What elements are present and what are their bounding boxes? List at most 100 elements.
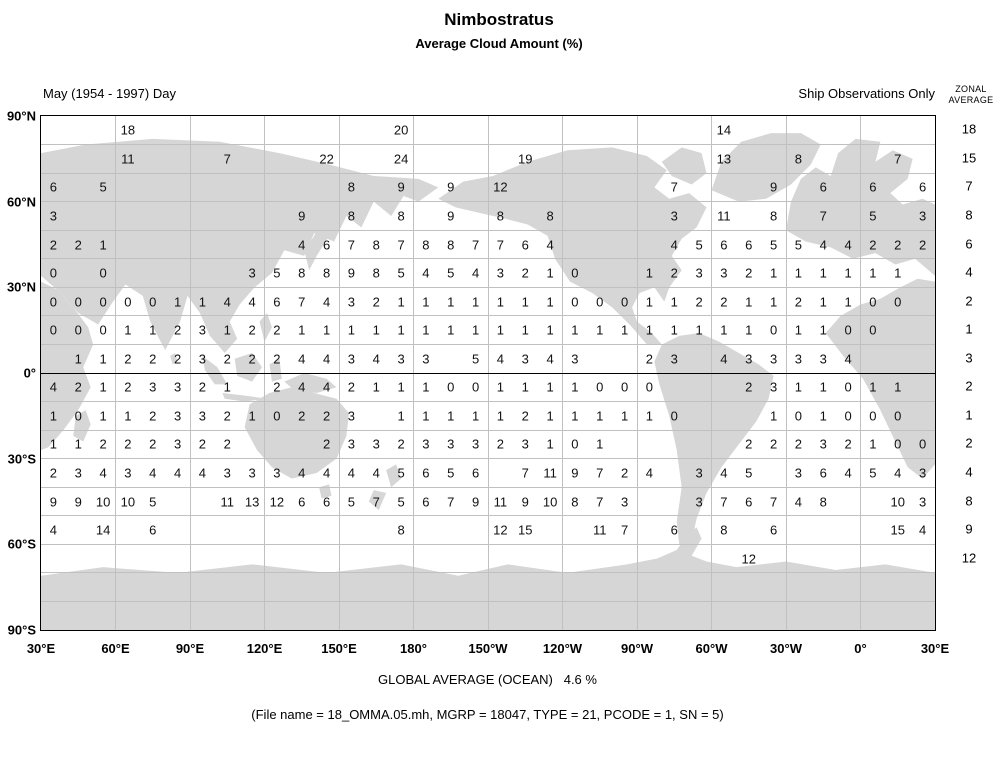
cloud-amount-value: 1 [645, 265, 654, 281]
cloud-amount-value: 8 [720, 522, 728, 538]
cloud-amount-value: 1 [397, 379, 405, 395]
latitude-gridline [41, 172, 935, 174]
cloud-amount-value: 1 [74, 436, 82, 452]
cloud-amount-value: 7 [521, 465, 529, 481]
cloud-amount-value: 0 [869, 408, 877, 424]
cloud-amount-value: 7 [769, 494, 778, 509]
cloud-amount-value: 8 [422, 237, 430, 252]
cloud-amount-value: 1 [869, 436, 877, 452]
cloud-amount-value: 1 [819, 265, 827, 281]
cloud-amount-value: 1 [546, 265, 554, 281]
cloud-amount-value: 3 [347, 436, 356, 452]
cloud-amount-value: 3 [173, 436, 182, 452]
cloud-amount-value: 1 [546, 379, 554, 395]
cloud-amount-value: 3 [173, 408, 182, 424]
cloud-amount-value: 2 [124, 436, 132, 452]
zonal-average-value: 15 [961, 150, 977, 166]
cloud-amount-value: 6 [819, 465, 827, 481]
cloud-amount-value: 9 [471, 494, 480, 509]
cloud-amount-value: 4 [720, 351, 728, 367]
cloud-amount-value: 4 [422, 265, 430, 281]
cloud-amount-value: 4 [49, 522, 58, 538]
cloud-amount-value: 3 [198, 351, 207, 367]
world-map-plot: 18 20 14 11 7 22 24 19 13 8 7 6 5 8 9 9 12 7 9 6 6 6 3 9 8 8 9 8 8 3 1… [40, 115, 936, 631]
cloud-amount-value: 12 [493, 179, 508, 195]
cloud-amount-value: 1 [645, 294, 654, 310]
zonal-average-value: 1 [965, 321, 973, 337]
landmass-sulawesi [269, 358, 282, 382]
x-axis-label: 60°E [101, 641, 130, 656]
cloud-amount-value: 2 [124, 379, 132, 395]
cloud-amount-value: 0 [447, 379, 455, 395]
cloud-amount-value: 8 [347, 179, 356, 195]
cloud-amount-value: 1 [596, 408, 604, 424]
cloud-amount-value: 4 [99, 465, 107, 481]
cloud-amount-value: 6 [521, 237, 529, 252]
cloud-amount-value: 4 [918, 522, 927, 538]
cloud-amount-value: 2 [397, 436, 405, 452]
cloud-amount-value: 3 [819, 436, 827, 452]
cloud-amount-value: 2 [223, 351, 231, 367]
cloud-amount-value: 1 [74, 351, 82, 367]
cloud-amount-value: 1 [447, 322, 455, 338]
cloud-amount-value: 1 [471, 408, 480, 424]
cloud-amount-value: 1 [571, 379, 579, 395]
latitude-gridline [41, 315, 935, 317]
cloud-amount-value: 5 [695, 237, 703, 252]
x-axis-label: 150°W [468, 641, 508, 656]
cloud-amount-value: 0 [869, 322, 877, 338]
cloud-amount-value: 4 [794, 494, 803, 509]
cloud-amount-value: 3 [248, 465, 256, 481]
cloud-amount-value: 3 [74, 465, 82, 481]
cloud-amount-value: 1 [422, 379, 430, 395]
cloud-amount-value: 5 [397, 465, 405, 481]
cloud-amount-value: 1 [496, 322, 505, 338]
cloud-amount-value: 6 [769, 522, 778, 538]
cloud-amount-value: 0 [769, 322, 778, 338]
cloud-amount-value: 3 [223, 465, 231, 481]
cloud-amount-value: 0 [844, 408, 852, 424]
cloud-amount-value: 6 [322, 237, 331, 252]
cloud-amount-value: 2 [521, 408, 529, 424]
latitude-gridline [41, 201, 935, 203]
cloud-amount-value: 3 [372, 436, 380, 452]
cloud-amount-value: 11 [121, 151, 135, 167]
cloud-amount-value: 1 [670, 294, 678, 310]
cloud-amount-value: 5 [447, 465, 455, 481]
cloud-amount-value: 0 [894, 408, 902, 424]
cloud-amount-value: 6 [745, 494, 753, 509]
latitude-gridline [41, 229, 935, 231]
cloud-amount-value: 2 [720, 294, 728, 310]
cloud-amount-value: 3 [819, 351, 827, 367]
cloud-amount-value: 7 [298, 294, 306, 310]
cloud-amount-value: 2 [49, 465, 58, 481]
cloud-amount-value: 1 [521, 322, 529, 338]
cloud-amount-value: 1 [620, 408, 629, 424]
cloud-amount-value: 7 [819, 208, 827, 224]
cloud-amount-value: 2 [894, 237, 902, 252]
cloud-amount-value: 4 [670, 237, 678, 252]
cloud-amount-value: 8 [347, 208, 356, 224]
cloud-amount-value: 7 [347, 237, 356, 252]
landmass-sri-lanka [170, 353, 178, 365]
page-subtitle: Average Cloud Amount (%) [415, 36, 583, 51]
cloud-amount-value: 9 [49, 494, 58, 509]
cloud-amount-value: 7 [596, 494, 604, 509]
cloud-amount-value: 5 [273, 265, 281, 281]
cloud-amount-value: 0 [99, 322, 107, 338]
global-average-label: GLOBAL AVERAGE (OCEAN) 4.6 % [378, 672, 597, 687]
cloud-amount-value: 1 [745, 294, 753, 310]
cloud-amount-value: 1 [546, 436, 554, 452]
cloud-amount-value: 3 [273, 465, 281, 481]
cloud-amount-value: 8 [571, 494, 579, 509]
cloud-amount-value: 6 [149, 522, 157, 538]
cloud-amount-value: 0 [620, 294, 629, 310]
cloud-amount-value: 0 [869, 294, 877, 310]
cloud-amount-value: 0 [844, 379, 852, 395]
latitude-gridline [41, 343, 935, 345]
cloud-amount-value: 4 [173, 465, 182, 481]
cloud-amount-value: 9 [298, 208, 306, 224]
cloud-amount-value: 6 [720, 237, 728, 252]
cloud-amount-value: 2 [322, 408, 331, 424]
cloud-amount-value: 1 [99, 408, 107, 424]
